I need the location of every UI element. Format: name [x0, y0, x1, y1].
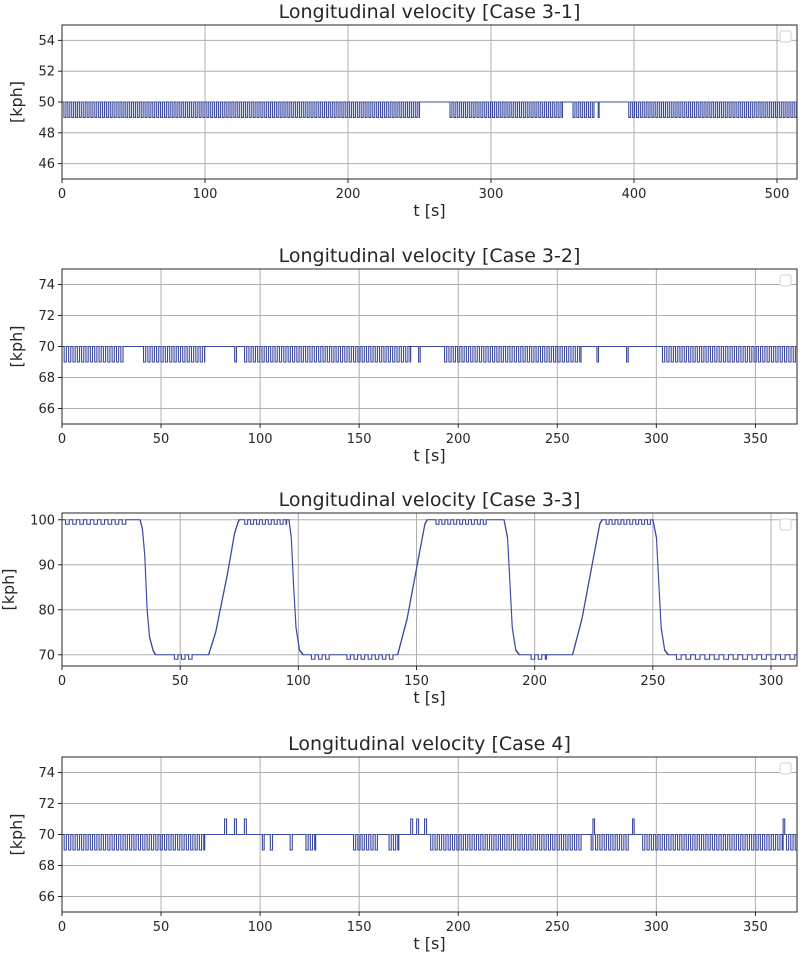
x-axis-label: t [s]	[413, 934, 445, 953]
x-tick-label: 500	[765, 187, 790, 202]
y-tick-label: 72	[38, 309, 55, 324]
series-line	[62, 345, 797, 363]
legend-box	[779, 30, 792, 43]
y-tick-label: 48	[38, 126, 55, 141]
chart-title: Longitudinal velocity [Case 3-3]	[279, 489, 581, 511]
x-axis-label: t [s]	[413, 688, 445, 707]
y-tick-label: 66	[38, 402, 55, 417]
x-tick-label: 350	[743, 432, 768, 447]
y-axis-label: [kph]	[0, 568, 18, 610]
y-axis-label: [kph]	[7, 81, 26, 123]
x-tick-label: 50	[153, 920, 170, 935]
x-axis-label: t [s]	[413, 446, 445, 465]
axes-frame	[61, 268, 798, 425]
chart-title: Longitudinal velocity [Case 3-2]	[279, 245, 581, 267]
x-tick-label: 200	[522, 674, 547, 689]
x-tick-label: 100	[248, 920, 273, 935]
y-tick-label: 70	[38, 340, 55, 355]
y-tick-label: 50	[38, 96, 55, 111]
x-tick-label: 100	[193, 187, 218, 202]
x-tick-label: 200	[446, 920, 471, 935]
axes-frame	[61, 512, 798, 667]
y-axis-label: [kph]	[7, 813, 26, 855]
x-tick-label: 300	[644, 432, 669, 447]
y-tick-label: 68	[38, 859, 55, 874]
x-tick-label: 200	[446, 432, 471, 447]
axes-frame	[61, 24, 798, 180]
x-tick-label: 100	[286, 674, 311, 689]
legend-box	[779, 518, 792, 531]
x-tick-label: 200	[336, 187, 361, 202]
x-tick-label: 50	[153, 432, 170, 447]
y-tick-label: 90	[38, 558, 55, 573]
x-tick-label: 400	[622, 187, 647, 202]
y-tick-label: 100	[30, 513, 55, 528]
series-line	[62, 519, 797, 660]
x-axis-label: t [s]	[413, 201, 445, 220]
y-axis-label: [kph]	[7, 325, 26, 367]
y-tick-label: 70	[38, 648, 55, 663]
x-tick-label: 350	[743, 920, 768, 935]
x-tick-label: 100	[248, 432, 273, 447]
x-tick-label: 0	[58, 432, 66, 447]
chart-title: Longitudinal velocity [Case 4]	[288, 733, 571, 755]
chart-title: Longitudinal velocity [Case 3-1]	[279, 1, 581, 23]
subplot-1: 0 100 200 300 400 500 46 48 50 52 54 Longitudinal v…	[7, 1, 798, 220]
subplot-2: 0 50 100 150 200 250 300 350 66 68 70 72 74 Longitudi…	[7, 245, 798, 465]
x-tick-label: 300	[644, 920, 669, 935]
legend-box	[779, 762, 792, 775]
x-tick-label: 50	[172, 674, 189, 689]
x-tick-label: 300	[479, 187, 504, 202]
y-tick-label: 70	[38, 828, 55, 843]
y-tick-label: 66	[38, 890, 55, 905]
y-tick-label: 80	[38, 603, 55, 618]
x-tick-label: 0	[58, 674, 66, 689]
x-tick-label: 150	[404, 674, 429, 689]
x-tick-label: 150	[347, 432, 372, 447]
legend-box	[779, 274, 792, 287]
series-line	[62, 818, 798, 851]
y-tick-label: 72	[38, 797, 55, 812]
y-tick-label: 52	[38, 65, 55, 80]
axes-frame	[61, 756, 798, 913]
subplot-3: 0 50 100 150 200 250 300 70 80 90 100 Longitudinal …	[0, 489, 798, 707]
y-tick-label: 68	[38, 371, 55, 386]
x-tick-label: 150	[347, 920, 372, 935]
y-tick-label: 46	[38, 157, 55, 172]
y-tick-label: 54	[38, 34, 55, 49]
series-line	[62, 101, 798, 118]
x-tick-label: 250	[545, 432, 570, 447]
y-tick-label: 74	[38, 766, 55, 781]
x-tick-label: 0	[58, 187, 66, 202]
y-tick-label: 74	[38, 278, 55, 293]
subplot-4: 0 50 100 150 200 250 300 350 66 68 70 72 74 Longitudi…	[7, 733, 798, 953]
x-tick-label: 0	[58, 920, 66, 935]
x-tick-label: 250	[545, 920, 570, 935]
x-tick-label: 300	[759, 674, 784, 689]
x-tick-label: 250	[640, 674, 665, 689]
